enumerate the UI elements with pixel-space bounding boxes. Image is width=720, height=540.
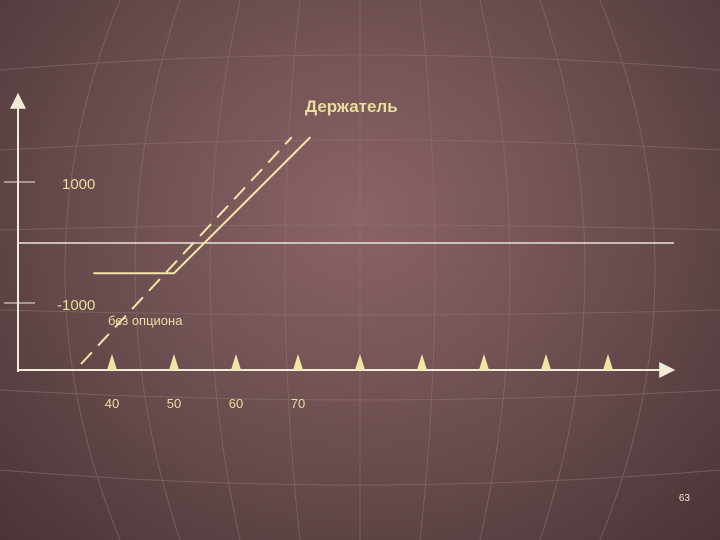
x-tick-marker	[417, 354, 427, 370]
payoff-line-solid	[93, 136, 312, 275]
x-tick-marker	[293, 354, 303, 370]
x-tick-label: 40	[105, 396, 119, 411]
x-tick-marker	[231, 354, 241, 370]
x-tick-marker	[107, 354, 117, 370]
x-tick-marker	[541, 354, 551, 370]
payoff-line-dashed	[80, 136, 293, 365]
x-tick-marker	[169, 354, 179, 370]
x-tick-labels: 40 50 60 70	[105, 396, 305, 411]
x-tick-marker	[479, 354, 489, 370]
x-ticks	[107, 354, 613, 370]
x-tick-marker	[603, 354, 613, 370]
x-tick-marker	[355, 354, 365, 370]
chart-title: Держатель	[305, 97, 398, 116]
x-tick-label: 70	[291, 396, 305, 411]
y-tick-label-minus-1000: -1000	[57, 297, 95, 314]
x-tick-label: 50	[167, 396, 181, 411]
x-tick-label: 60	[229, 396, 243, 411]
annotation-no-option: без опциона	[108, 313, 183, 328]
y-tick-label-1000: 1000	[62, 176, 95, 193]
page-number: 63	[678, 493, 690, 504]
